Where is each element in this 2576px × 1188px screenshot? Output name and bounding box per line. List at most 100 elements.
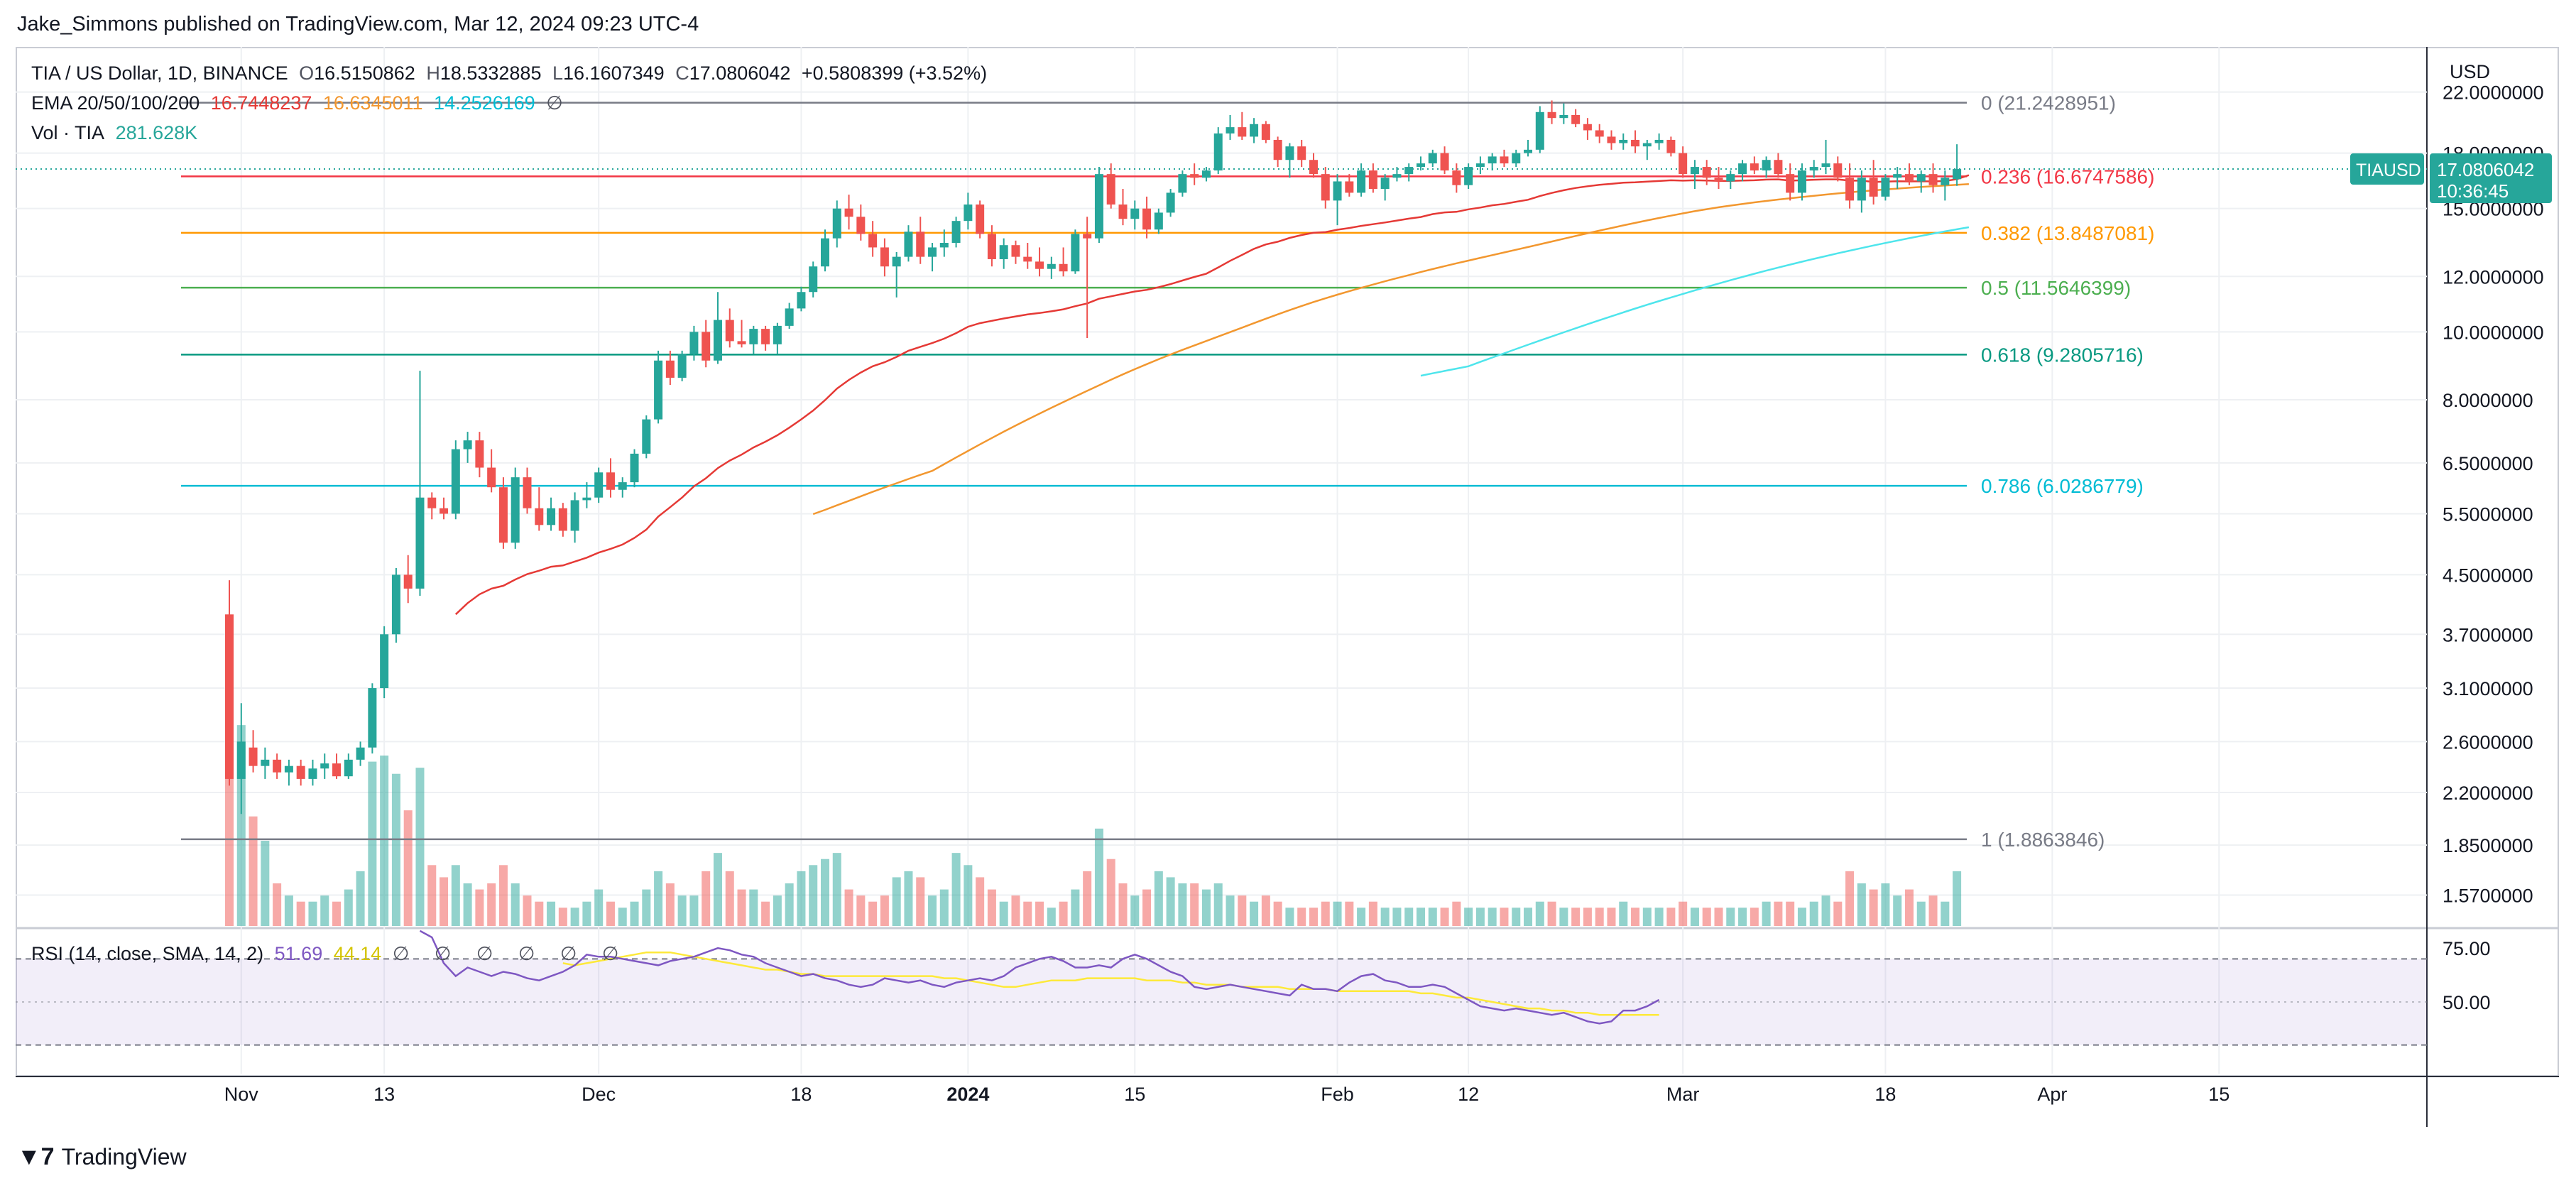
candle-body[interactable] (1094, 174, 1103, 239)
candle-body[interactable] (1583, 124, 1592, 131)
candle-body[interactable] (630, 453, 639, 483)
candle-body[interactable] (1297, 146, 1306, 160)
candle-body[interactable] (606, 472, 615, 490)
candle-body[interactable] (261, 759, 270, 766)
candle-body[interactable] (1047, 263, 1056, 269)
candle-body[interactable] (725, 320, 734, 342)
candle-body[interactable] (296, 765, 305, 779)
candle-body[interactable] (380, 634, 389, 689)
candle-body[interactable] (1679, 153, 1688, 175)
candle-body[interactable] (939, 242, 949, 248)
candle-body[interactable] (1571, 114, 1581, 124)
candle-body[interactable] (1869, 178, 1878, 197)
candle-body[interactable] (1118, 205, 1128, 219)
candle-body[interactable] (1857, 178, 1866, 201)
candle-body[interactable] (1285, 146, 1294, 160)
candle-body[interactable] (689, 332, 699, 354)
candle-body[interactable] (1821, 163, 1830, 168)
candle-body[interactable] (535, 508, 544, 525)
candle-body[interactable] (1083, 234, 1092, 239)
candle-body[interactable] (594, 472, 604, 498)
candle-body[interactable] (880, 247, 889, 267)
candle-body[interactable] (558, 508, 567, 531)
candle-body[interactable] (1023, 256, 1032, 262)
candle-body[interactable] (236, 741, 246, 779)
candle-body[interactable] (1619, 139, 1628, 143)
candle-body[interactable] (273, 759, 282, 773)
candle-body[interactable] (1762, 160, 1771, 171)
candle-body[interactable] (547, 508, 556, 525)
candle-body[interactable] (749, 329, 758, 344)
candle-body[interactable] (892, 256, 901, 267)
candle-body[interactable] (1809, 167, 1818, 171)
candle-body[interactable] (785, 308, 794, 326)
candle-body[interactable] (844, 208, 853, 217)
candle-body[interactable] (1035, 261, 1044, 269)
candle-body[interactable] (797, 292, 806, 309)
rsi-title[interactable]: RSI (14, close, SMA, 14, 2) (31, 943, 264, 964)
candle-body[interactable] (1595, 130, 1604, 137)
candle-body[interactable] (1904, 174, 1914, 182)
candle-body[interactable] (332, 763, 342, 777)
candle-body[interactable] (1941, 178, 1950, 185)
candle-body[interactable] (1702, 167, 1711, 178)
candle-body[interactable] (1154, 212, 1163, 230)
candle-body[interactable] (1440, 153, 1449, 171)
candle-body[interactable] (928, 247, 937, 257)
candle-body[interactable] (1774, 160, 1783, 175)
candle-body[interactable] (1928, 174, 1938, 185)
candle-body[interactable] (1488, 156, 1497, 164)
candle-body[interactable] (1845, 178, 1855, 201)
candle-body[interactable] (1452, 170, 1461, 185)
candle-body[interactable] (1428, 153, 1437, 164)
candle-body[interactable] (1404, 167, 1414, 175)
candle-body[interactable] (999, 245, 1008, 259)
candle-body[interactable] (1953, 169, 1962, 180)
candle-body[interactable] (761, 329, 770, 344)
candle-body[interactable] (665, 360, 675, 378)
candle-body[interactable] (654, 360, 663, 420)
candle-body[interactable] (1333, 181, 1342, 201)
candle-body[interactable] (1666, 139, 1676, 153)
candle-body[interactable] (1130, 208, 1140, 219)
candle-body[interactable] (1726, 174, 1735, 182)
candle-body[interactable] (1345, 181, 1354, 193)
candle-body[interactable] (1500, 156, 1509, 164)
candle-body[interactable] (1786, 174, 1795, 193)
candle-body[interactable] (1547, 111, 1556, 119)
candle-body[interactable] (475, 440, 484, 468)
symbol-title[interactable]: TIA / US Dollar, 1D, BINANCE (31, 62, 288, 84)
candle-body[interactable] (832, 208, 841, 239)
candle-body[interactable] (1607, 136, 1616, 143)
candle-body[interactable] (570, 500, 579, 531)
candle-body[interactable] (618, 482, 627, 490)
candle-body[interactable] (1833, 163, 1843, 178)
candle-body[interactable] (1166, 192, 1175, 213)
candle-body[interactable] (582, 497, 591, 501)
candle-body[interactable] (1380, 178, 1390, 190)
candle-body[interactable] (1201, 170, 1211, 178)
candle-body[interactable] (427, 497, 437, 508)
candle-body[interactable] (225, 614, 234, 779)
candle-body[interactable] (1213, 133, 1223, 171)
candle-body[interactable] (1642, 143, 1652, 147)
candle-body[interactable] (1464, 167, 1473, 185)
candle-body[interactable] (1654, 139, 1664, 143)
candle-body[interactable] (713, 320, 722, 361)
ticker-tag[interactable] (2350, 153, 2424, 185)
candle-body[interactable] (1417, 163, 1425, 168)
candle-body[interactable] (344, 759, 353, 777)
candle-body[interactable] (463, 440, 472, 449)
candle-body[interactable] (1309, 160, 1318, 175)
candle-body[interactable] (773, 325, 782, 344)
candle-body[interactable] (1535, 111, 1544, 150)
candle-body[interactable] (1750, 163, 1759, 171)
candle-body[interactable] (904, 231, 913, 257)
candle-body[interactable] (451, 449, 460, 514)
candle-body[interactable] (1106, 174, 1115, 205)
candle-body[interactable] (737, 341, 746, 344)
candle-body[interactable] (1392, 174, 1402, 178)
candle-body[interactable] (1512, 153, 1521, 164)
candle-body[interactable] (249, 747, 258, 766)
